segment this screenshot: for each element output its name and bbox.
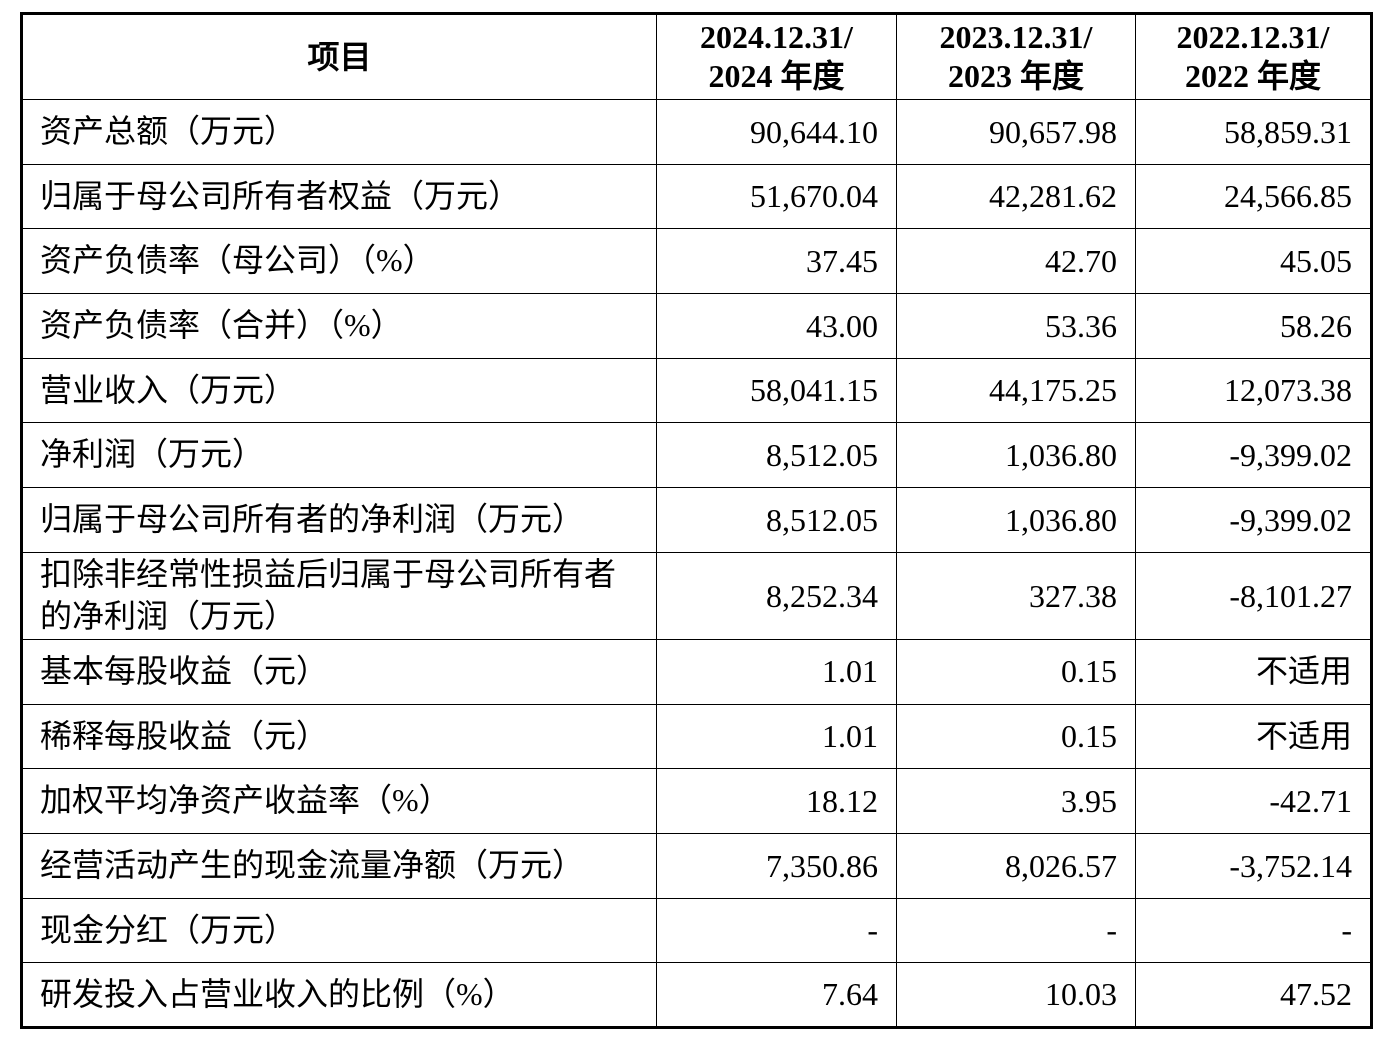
- row-label: 归属于母公司所有者权益（万元）: [21, 163, 657, 230]
- table-row: 净利润（万元） 8,512.05 1,036.80 -9,399.02: [21, 422, 1372, 489]
- table-row: 扣除非经常性损益后归属于母公司所有者 的净利润（万元） 8,252.34 327…: [21, 551, 1372, 640]
- value-2023: -: [896, 897, 1136, 964]
- row-label: 加权平均净资产收益率（%）: [21, 768, 657, 834]
- table-row: 营业收入（万元） 58,041.15 44,175.25 12,073.38: [21, 357, 1372, 424]
- value-2022: 47.52: [1135, 962, 1372, 1028]
- table-row: 资产负债率（合并）（%） 43.00 53.36 58.26: [21, 293, 1372, 359]
- value-2022: 12,073.38: [1135, 357, 1372, 424]
- value-2024: 1.01: [656, 703, 897, 770]
- table-row: 现金分红（万元） - - -: [21, 897, 1372, 964]
- value-2022: -42.71: [1135, 768, 1372, 834]
- financial-summary-table: 项目 2024.12.31/ 2024 年度 2023.12.31/ 2023 …: [20, 12, 1373, 1029]
- value-2023: 44,175.25: [896, 357, 1136, 424]
- value-2024: 7.64: [656, 962, 897, 1028]
- table-row: 稀释每股收益（元） 1.01 0.15 不适用: [21, 703, 1372, 770]
- value-2023: 1,036.80: [896, 422, 1136, 489]
- value-2023: 90,657.98: [896, 99, 1136, 165]
- value-2022: 不适用: [1135, 638, 1372, 705]
- row-label: 营业收入（万元）: [21, 357, 657, 424]
- value-2023: 42.70: [896, 228, 1136, 295]
- value-2022: -8,101.27: [1135, 551, 1372, 640]
- row-label: 现金分红（万元）: [21, 897, 657, 964]
- row-label: 归属于母公司所有者的净利润（万元）: [21, 487, 657, 553]
- value-2022: 45.05: [1135, 228, 1372, 295]
- header-item: 项目: [21, 13, 657, 100]
- value-2024: 43.00: [656, 293, 897, 359]
- value-2022: 58.26: [1135, 293, 1372, 359]
- value-2024: 7,350.86: [656, 832, 897, 899]
- row-label: 资产负债率（母公司）（%）: [21, 228, 657, 295]
- value-2022: -9,399.02: [1135, 487, 1372, 553]
- header-2022: 2022.12.31/ 2022 年度: [1135, 13, 1372, 100]
- value-2023: 53.36: [896, 293, 1136, 359]
- table-row: 资产负债率（母公司）（%） 37.45 42.70 45.05: [21, 228, 1372, 295]
- table-header-row: 项目 2024.12.31/ 2024 年度 2023.12.31/ 2023 …: [21, 13, 1372, 100]
- table-row: 研发投入占营业收入的比例（%） 7.64 10.03 47.52: [21, 962, 1372, 1028]
- table-row: 基本每股收益（元） 1.01 0.15 不适用: [21, 638, 1372, 705]
- value-2024: 37.45: [656, 228, 897, 295]
- value-2023: 0.15: [896, 703, 1136, 770]
- value-2023: 0.15: [896, 638, 1136, 705]
- row-label: 研发投入占营业收入的比例（%）: [21, 962, 657, 1028]
- value-2023: 1,036.80: [896, 487, 1136, 553]
- value-2024: 90,644.10: [656, 99, 897, 165]
- table-row: 经营活动产生的现金流量净额（万元） 7,350.86 8,026.57 -3,7…: [21, 832, 1372, 899]
- value-2022: 24,566.85: [1135, 163, 1372, 230]
- row-label: 基本每股收益（元）: [21, 638, 657, 705]
- table-row: 归属于母公司所有者权益（万元） 51,670.04 42,281.62 24,5…: [21, 163, 1372, 230]
- value-2023: 327.38: [896, 551, 1136, 640]
- value-2024: 8,512.05: [656, 422, 897, 489]
- value-2022: -3,752.14: [1135, 832, 1372, 899]
- value-2023: 10.03: [896, 962, 1136, 1028]
- value-2023: 3.95: [896, 768, 1136, 834]
- row-label: 稀释每股收益（元）: [21, 703, 657, 770]
- value-2024: 18.12: [656, 768, 897, 834]
- value-2023: 42,281.62: [896, 163, 1136, 230]
- table-row: 归属于母公司所有者的净利润（万元） 8,512.05 1,036.80 -9,3…: [21, 487, 1372, 553]
- header-2023: 2023.12.31/ 2023 年度: [896, 13, 1136, 100]
- row-label: 资产总额（万元）: [21, 99, 657, 165]
- value-2024: 8,512.05: [656, 487, 897, 553]
- value-2022: 58,859.31: [1135, 99, 1372, 165]
- row-label: 经营活动产生的现金流量净额（万元）: [21, 832, 657, 899]
- header-2024: 2024.12.31/ 2024 年度: [656, 13, 897, 100]
- row-label: 资产负债率（合并）（%）: [21, 293, 657, 359]
- value-2024: 1.01: [656, 638, 897, 705]
- value-2022: 不适用: [1135, 703, 1372, 770]
- value-2024: -: [656, 897, 897, 964]
- table-row: 资产总额（万元） 90,644.10 90,657.98 58,859.31: [21, 99, 1372, 165]
- value-2024: 51,670.04: [656, 163, 897, 230]
- row-label: 净利润（万元）: [21, 422, 657, 489]
- value-2024: 8,252.34: [656, 551, 897, 640]
- value-2022: -: [1135, 897, 1372, 964]
- value-2022: -9,399.02: [1135, 422, 1372, 489]
- table-row: 加权平均净资产收益率（%） 18.12 3.95 -42.71: [21, 768, 1372, 834]
- value-2023: 8,026.57: [896, 832, 1136, 899]
- value-2024: 58,041.15: [656, 357, 897, 424]
- row-label: 扣除非经常性损益后归属于母公司所有者 的净利润（万元）: [21, 551, 657, 640]
